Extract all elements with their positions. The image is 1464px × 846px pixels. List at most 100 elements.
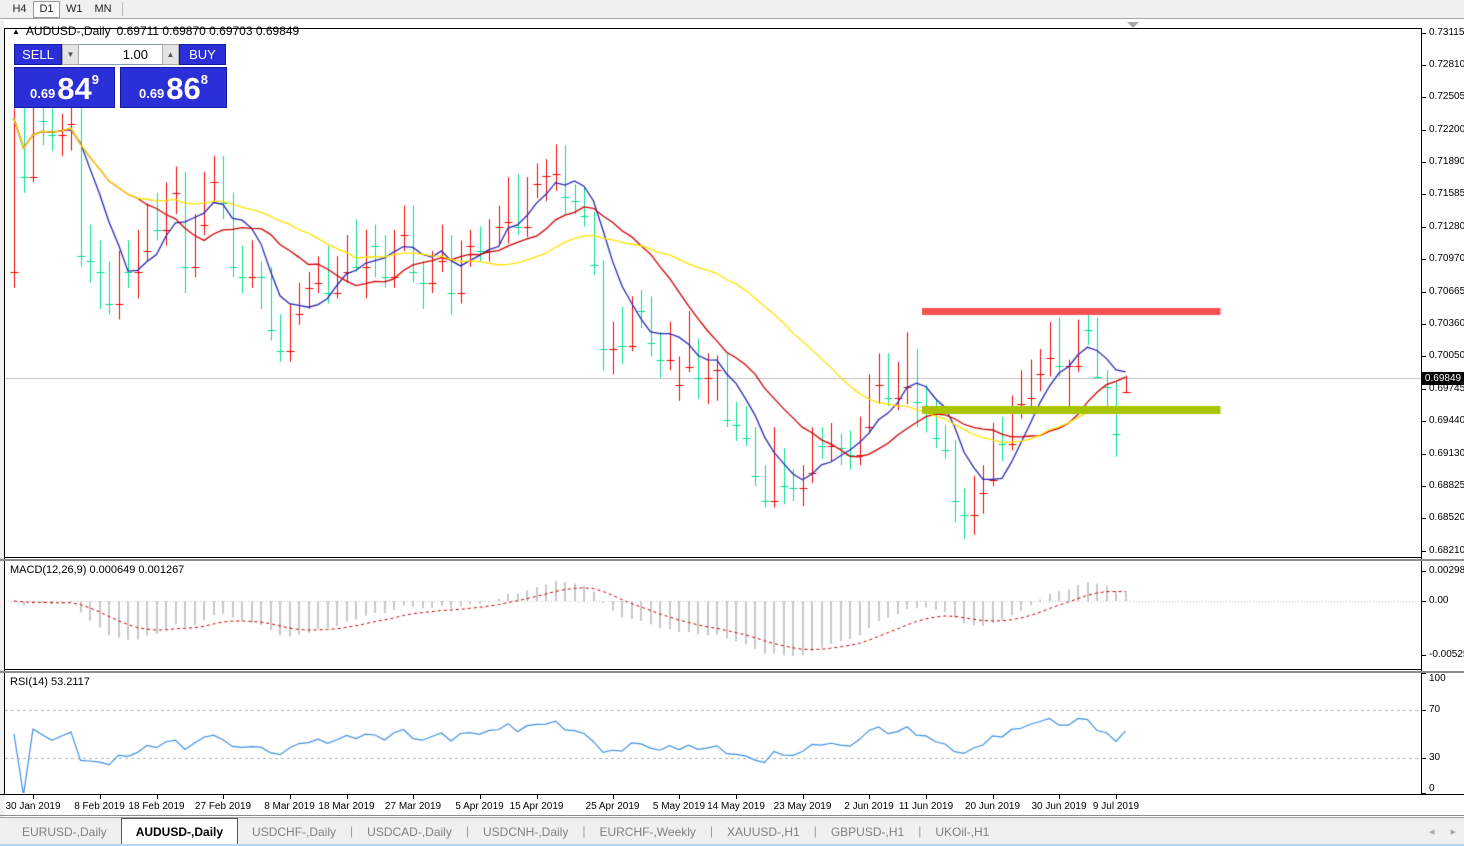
- chevron-down-icon: ▼: [66, 50, 75, 59]
- sell-price-button[interactable]: 0.69 84 9: [14, 67, 115, 108]
- rsi-chart-canvas[interactable]: [5, 673, 1421, 793]
- date-axis-label: 9 Jul 2019: [1092, 801, 1140, 812]
- date-axis-label: 5 Apr 2019: [455, 801, 504, 812]
- sell-button[interactable]: SELL: [14, 44, 62, 65]
- date-tick: [223, 795, 224, 799]
- price-axis-label: 0.70970: [1429, 253, 1464, 265]
- macd-panel-bottom-border: [4, 669, 1422, 670]
- tab-usdcnh-daily[interactable]: USDCNH-,Daily: [482, 825, 569, 839]
- date-tick: [993, 795, 994, 799]
- date-tick: [537, 795, 538, 799]
- axis-tick: [1422, 324, 1426, 325]
- timeframe-w1[interactable]: W1: [66, 3, 83, 15]
- macd-splitter[interactable]: [0, 559, 1464, 561]
- date-axis-label: 20 Jun 2019: [964, 801, 1021, 812]
- date-axis-label: 15 Apr 2019: [509, 801, 564, 812]
- date-axis-label: 8 Mar 2019: [264, 801, 315, 812]
- rsi-axis-label: 70: [1429, 703, 1441, 715]
- rsi-axis-label: 30: [1429, 752, 1441, 764]
- chart-tabs-bar: EURUSD-,Daily AUDUSD-,Daily USDCHF-,Daily |…: [0, 817, 1464, 844]
- price-axis-label: 0.72505: [1429, 91, 1464, 103]
- tab-scroll-left-icon[interactable]: ◂: [1428, 826, 1435, 838]
- timeframe-h4[interactable]: H4: [12, 3, 27, 15]
- date-axis-label: 5 May 2019: [652, 801, 706, 812]
- date-tick: [1059, 795, 1060, 799]
- date-axis-label: 27 Feb 2019: [194, 801, 252, 812]
- date-axis-label: 27 Mar 2019: [384, 801, 442, 812]
- date-tick: [613, 795, 614, 799]
- axis-tick: [1422, 33, 1426, 34]
- scroll-to-end-icon[interactable]: [1127, 22, 1139, 28]
- axis-tick: [1422, 162, 1426, 163]
- tab-separator: |: [465, 824, 469, 838]
- timeframe-d1[interactable]: D1: [33, 0, 60, 18]
- buy-price-prefix: 0.69: [138, 86, 165, 101]
- axis-tick: [1422, 292, 1426, 293]
- axis-tick: [1422, 389, 1426, 390]
- tab-xauusd-h1[interactable]: XAUUSD-,H1: [727, 825, 800, 839]
- axis-tick: [1422, 571, 1426, 572]
- tab-usdchf-daily[interactable]: USDCHF-,Daily: [252, 825, 337, 839]
- date-axis-label: 2 Jun 2019: [844, 801, 894, 812]
- date-tick: [679, 795, 680, 799]
- timeframe-mn[interactable]: MN: [94, 3, 112, 15]
- axis-tick: [1422, 97, 1426, 98]
- date-axis-label: 30 Jan 2019: [5, 801, 61, 812]
- tab-eurusd-daily[interactable]: EURUSD-,Daily: [22, 825, 107, 839]
- axis-tick: [1422, 758, 1426, 759]
- buy-price-main: 86: [166, 71, 201, 106]
- date-axis-label: 11 Jun 2019: [898, 801, 954, 812]
- tab-eurchf-weekly[interactable]: EURCHF-,Weekly: [599, 825, 696, 839]
- axis-tick: [1422, 227, 1426, 228]
- price-axis-label: 0.70360: [1429, 317, 1464, 329]
- date-axis-label: 18 Mar 2019: [318, 801, 375, 812]
- rsi-value: 53.2117: [50, 676, 90, 688]
- price-axis-label: 0.68825: [1429, 479, 1464, 491]
- tab-scroll-controls: ◂ ▸: [1429, 825, 1456, 838]
- axis-tick: [1422, 601, 1426, 602]
- date-tick: [736, 795, 737, 799]
- price-axis-label: 0.70050: [1429, 350, 1464, 362]
- macd-axis-label: 0.002984: [1429, 564, 1464, 576]
- price-axis-label: 0.69745: [1429, 382, 1464, 394]
- price-chart-canvas[interactable]: [5, 29, 1421, 557]
- axis-tick: [1422, 673, 1426, 674]
- rsi-splitter[interactable]: [0, 671, 1464, 673]
- price-axis-label: 0.72200: [1429, 123, 1464, 135]
- date-axis-border: [0, 794, 1464, 795]
- buy-price-pip: 8: [200, 72, 209, 87]
- date-tick: [413, 795, 414, 799]
- buy-button[interactable]: BUY: [179, 44, 226, 65]
- axis-tick: [1422, 486, 1426, 487]
- rsi-axis-label: 0: [1429, 783, 1435, 794]
- volume-input[interactable]: [79, 44, 162, 65]
- date-tick: [33, 795, 34, 799]
- tab-scroll-right-icon[interactable]: ▸: [1450, 826, 1456, 838]
- tab-separator: |: [582, 824, 586, 838]
- volume-decrease-button[interactable]: ▼: [62, 44, 79, 65]
- price-axis-label: 0.72810: [1429, 59, 1464, 71]
- date-tick: [1116, 795, 1117, 799]
- tab-gbpusd-h1[interactable]: GBPUSD-,H1: [830, 825, 905, 839]
- window-bottom-edge: [0, 815, 1464, 816]
- tab-audusd-daily[interactable]: AUDUSD-,Daily: [120, 818, 239, 844]
- price-axis-label: 0.70665: [1429, 285, 1464, 297]
- buy-price-button[interactable]: 0.69 86 8: [120, 67, 227, 108]
- date-axis-label: 8 Feb 2019: [74, 801, 125, 812]
- price-axis-separator: [1421, 28, 1422, 794]
- date-axis-label: 25 Apr 2019: [585, 801, 640, 812]
- chart-border-left: [4, 28, 5, 794]
- tab-usdcad-daily[interactable]: USDCAD-,Daily: [367, 825, 452, 839]
- macd-name: MACD(12,26,9): [10, 564, 87, 576]
- axis-tick: [1422, 710, 1426, 711]
- date-tick: [869, 795, 870, 799]
- tab-ukoil-h1[interactable]: UKOil-,H1: [935, 825, 990, 839]
- axis-tick: [1422, 259, 1426, 260]
- tab-separator: |: [350, 824, 354, 838]
- volume-increase-button[interactable]: ▲: [162, 44, 179, 65]
- macd-chart-canvas[interactable]: [5, 561, 1421, 669]
- macd-label: MACD(12,26,9) 0.000649 0.001267: [10, 564, 184, 576]
- collapse-arrow-icon[interactable]: ▲: [12, 26, 20, 36]
- rsi-axis-label: 100: [1429, 673, 1446, 684]
